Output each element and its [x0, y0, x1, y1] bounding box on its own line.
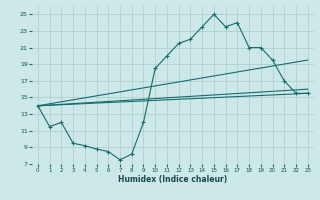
X-axis label: Humidex (Indice chaleur): Humidex (Indice chaleur)	[118, 175, 228, 184]
